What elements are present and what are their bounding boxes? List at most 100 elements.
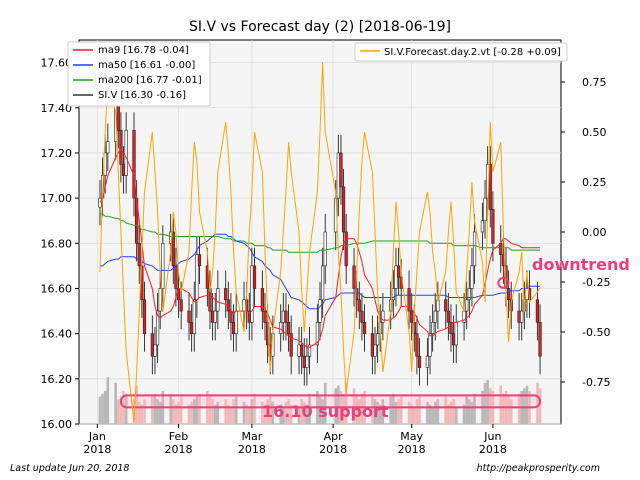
volume-bar xyxy=(462,404,466,424)
y-axis-left: 16.00 16.20 16.40 16.60 16.80 17.00 17.20 17.40… xyxy=(41,57,79,431)
y2-tick-label: 0.50 xyxy=(582,126,607,139)
volume-bar xyxy=(444,396,448,424)
x-tick-label: 2018 xyxy=(83,443,111,456)
candle-body xyxy=(216,288,220,312)
volume-bar xyxy=(323,382,327,424)
volume-bar xyxy=(381,399,385,424)
volume-bar xyxy=(360,393,364,424)
y2-tick-label: 0.25 xyxy=(582,176,607,189)
volume-bar xyxy=(376,402,379,424)
volume-bar xyxy=(143,399,146,424)
candle-body xyxy=(242,299,246,312)
volume-bar xyxy=(179,396,183,424)
y-tick-label: 16.20 xyxy=(41,373,73,386)
volume-bar xyxy=(308,393,311,424)
volume-bar xyxy=(158,402,162,424)
candle-body xyxy=(161,242,165,289)
candle-body xyxy=(284,310,288,323)
volume-bar xyxy=(407,402,411,424)
candle-body xyxy=(229,310,233,323)
x-tick-label: Apr xyxy=(324,430,344,443)
volume-bar xyxy=(119,396,123,424)
volume-bar xyxy=(135,385,138,424)
candle-body xyxy=(98,197,102,208)
candle-body xyxy=(431,322,435,334)
volume-bar xyxy=(124,393,128,424)
y-tick-label: 17.60 xyxy=(41,57,73,70)
candle-body xyxy=(305,355,309,368)
candle-body xyxy=(415,333,419,357)
volume-bar xyxy=(392,393,395,424)
volume-bar xyxy=(389,396,393,424)
volume-bar xyxy=(169,393,172,424)
volume-bar xyxy=(410,404,413,424)
volume-bar xyxy=(250,399,254,424)
volume-bar xyxy=(284,402,288,424)
volume-bar xyxy=(302,402,306,424)
candle-body xyxy=(300,344,304,357)
volume-bar xyxy=(355,396,358,424)
candle-body xyxy=(250,265,254,323)
volume-bar xyxy=(507,396,510,424)
legend-box xyxy=(354,42,568,62)
volume-bar xyxy=(449,402,453,424)
volume-bar xyxy=(517,393,521,424)
candle-body xyxy=(451,333,456,346)
candle-body xyxy=(465,299,469,312)
volume-bar xyxy=(211,399,214,424)
volume-bar xyxy=(198,393,201,424)
volume-bar xyxy=(271,402,275,424)
volume-bar xyxy=(106,377,110,424)
candle-body xyxy=(433,310,437,323)
volume-bar xyxy=(502,393,505,424)
volume-bar xyxy=(261,402,264,424)
candle-body xyxy=(370,333,374,357)
volume-bar xyxy=(103,391,107,424)
candle-body xyxy=(297,344,301,357)
volume-bar xyxy=(174,404,178,424)
x-tick-label: 2018 xyxy=(319,443,347,456)
candle-body xyxy=(352,265,356,289)
legend-box xyxy=(67,41,211,107)
candle-body xyxy=(174,265,178,289)
candle-body xyxy=(302,355,306,368)
y-axis-right: 0.75 0.50 0.25 0.00 -0.25 -0.50 -0.75 xyxy=(561,76,610,389)
volume-bar xyxy=(190,402,193,424)
x-axis: Jan2018Feb2018Mar2018Apr2018May2018Jun20… xyxy=(83,424,507,456)
y2-tick-label: -0.25 xyxy=(582,276,610,289)
volume-bar xyxy=(266,399,269,424)
candle-body xyxy=(410,310,414,323)
candle-body xyxy=(454,322,458,346)
volume-bar xyxy=(523,388,526,424)
candle-body xyxy=(507,288,511,301)
ma9-line xyxy=(99,147,540,348)
volume-bar xyxy=(305,404,309,424)
x-tick-label: Mar xyxy=(242,430,263,443)
candle-body xyxy=(197,254,202,267)
x-tick-label: Jun xyxy=(483,430,501,443)
volume-bar xyxy=(242,402,246,424)
x-tick-label: 2018 xyxy=(238,443,266,456)
volume-bar xyxy=(234,396,238,424)
volume-bar xyxy=(397,399,400,424)
x-tick-label: May xyxy=(400,430,423,443)
candle-body xyxy=(210,310,215,323)
footer-url: http://peakprosperity.com xyxy=(477,463,600,474)
volume-bar xyxy=(216,402,220,424)
volume-bar xyxy=(192,399,196,424)
candle-body xyxy=(106,141,110,154)
volume-bar xyxy=(415,399,419,424)
candle-body xyxy=(150,333,154,357)
candle-body xyxy=(362,322,367,334)
candle-body xyxy=(394,265,398,289)
volume-bar xyxy=(431,407,434,424)
candle-body xyxy=(520,310,524,323)
volume-bar xyxy=(227,404,230,424)
candle-body xyxy=(155,310,160,346)
volume-bar xyxy=(232,399,235,424)
candle-body xyxy=(124,130,128,176)
volume-bar xyxy=(263,404,267,424)
candle-body xyxy=(119,130,123,165)
candle-body xyxy=(153,344,157,357)
